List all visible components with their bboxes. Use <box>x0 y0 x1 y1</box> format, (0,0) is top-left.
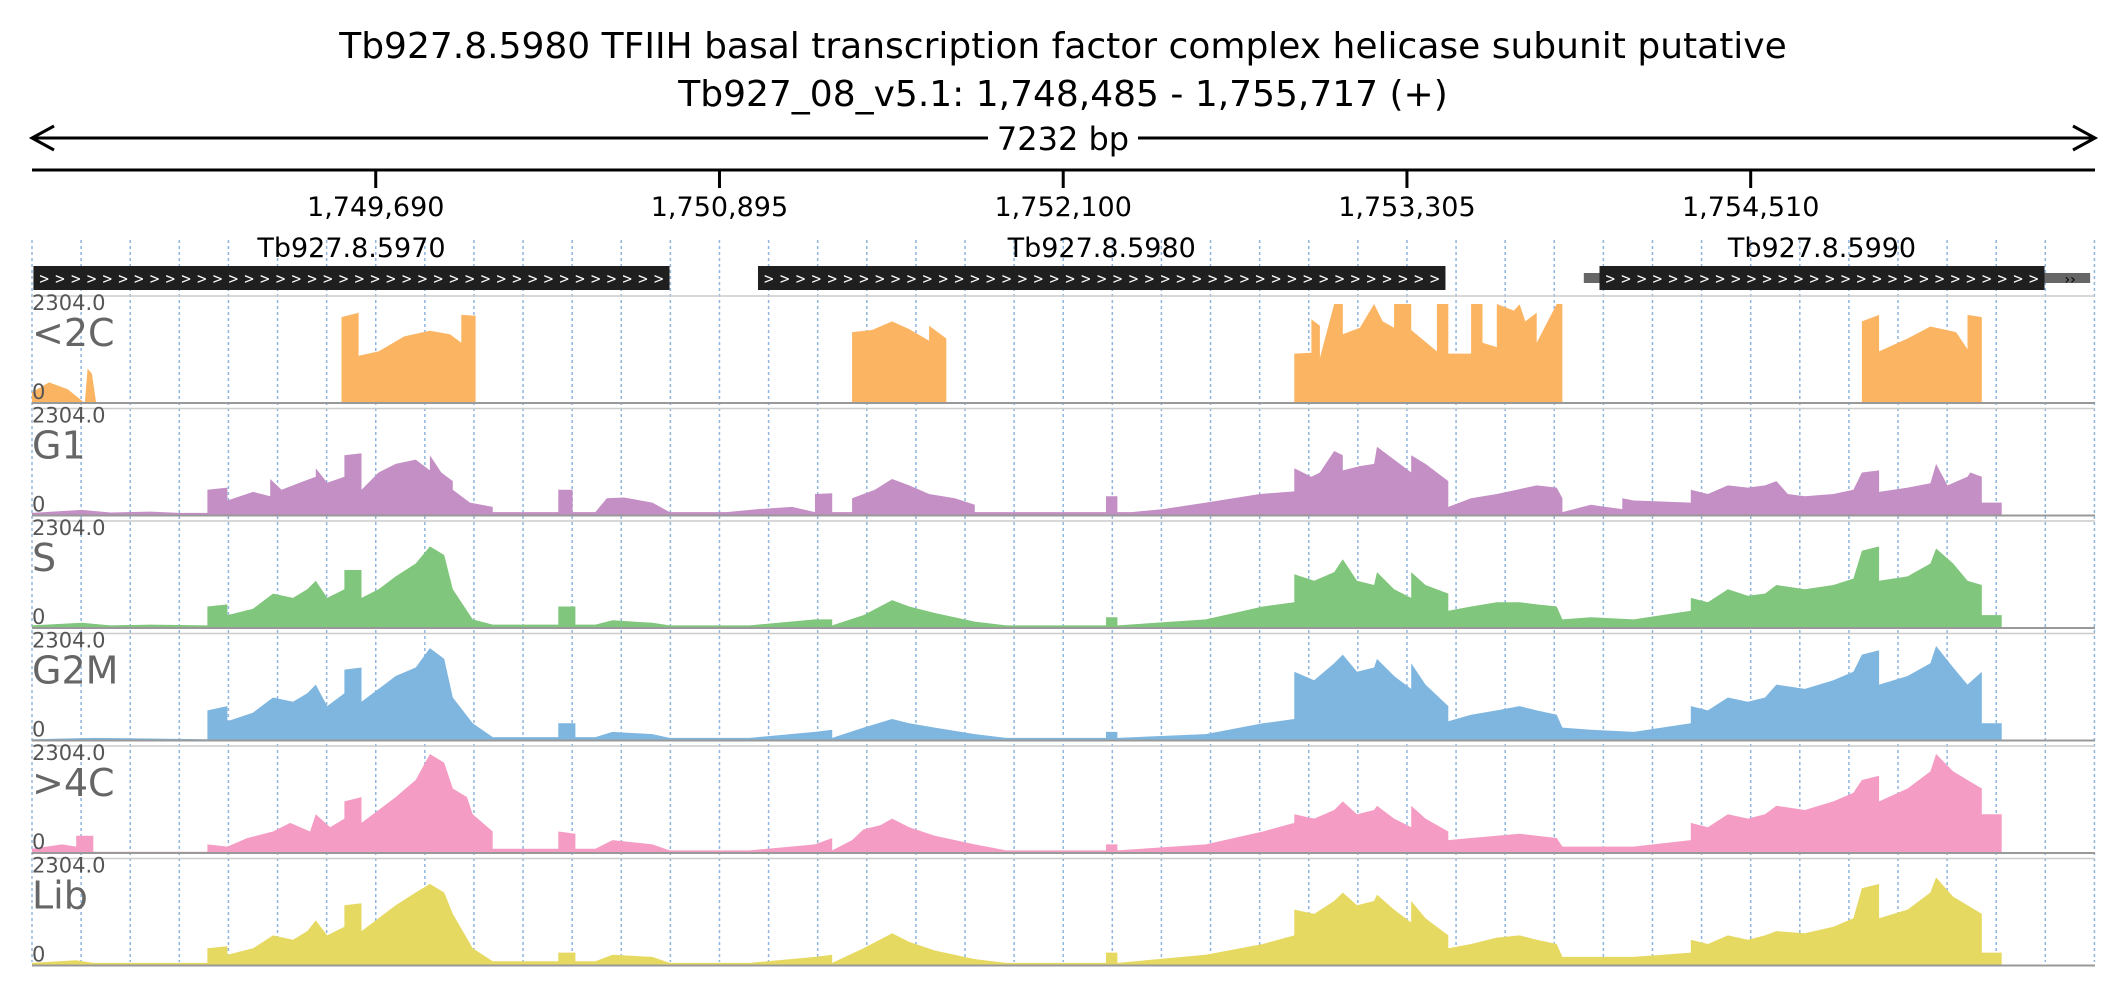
track-scale-min: 0 <box>32 605 45 629</box>
track-scale-max: 2304.0 <box>32 516 105 540</box>
gene-label: Tb927.8.5990 <box>1727 233 1916 264</box>
coverage-track: 2304.0 0 <2C <box>32 291 2095 404</box>
coverage-track: 2304.0 0 S <box>32 516 2095 629</box>
coverage-area <box>32 546 2002 628</box>
gene-utr-arrows: ›› <box>2065 272 2076 288</box>
coverage-area <box>32 754 2002 853</box>
ruler-tick-label: 1,753,305 <box>1338 192 1475 223</box>
span-indicator: 7232 bp <box>28 118 2099 158</box>
track-scale-min: 0 <box>32 943 45 967</box>
coverage-track: 2304.0 0 >4C <box>32 741 2095 854</box>
figure-location: Tb927_08_v5.1: 1,748,485 - 1,755,717 (+) <box>677 74 1448 115</box>
span-arrow-left <box>28 124 55 152</box>
gene-body <box>757 266 1446 290</box>
gene-label: Tb927.8.5980 <box>1007 233 1196 264</box>
track-label: G1 <box>32 424 86 468</box>
track-scale-min: 0 <box>32 830 45 854</box>
ruler-tick-label: 1,750,895 <box>651 192 788 223</box>
track-scale-max: 2304.0 <box>32 404 105 428</box>
coverage-track: 2304.0 0 G1 <box>32 404 2095 517</box>
ruler-tick-label: 1,749,690 <box>307 192 444 223</box>
track-label: G2M <box>32 649 118 693</box>
track-label: Lib <box>32 874 88 918</box>
coverage-track: 2304.0 0 G2M <box>32 629 2095 742</box>
track-scale-max: 2304.0 <box>32 291 105 315</box>
figure-title: Tb927.8.5980 TFIIH basal transcription f… <box>338 26 1787 67</box>
track-scale-max: 2304.0 <box>32 629 105 653</box>
ruler-tick-label: 1,754,510 <box>1682 192 1819 223</box>
gene-strand-arrows: >>>>>>>>>>>>>>>>>>>>>>>>>>>>>>>>>>>>>>>>… <box>764 269 1439 288</box>
track-scale-max: 2304.0 <box>32 854 105 878</box>
coverage-area <box>32 304 1982 403</box>
track-label: S <box>32 536 56 580</box>
span-label: 7232 bp <box>997 120 1129 158</box>
span-label-bg <box>988 118 1138 158</box>
coverage-area <box>32 877 2002 966</box>
coverage-area <box>32 646 2002 741</box>
gene-body <box>1599 266 2045 290</box>
coverage-track: 2304.0 0 Lib <box>32 854 2095 967</box>
track-scale-min: 0 <box>32 380 45 404</box>
gene-body <box>33 266 670 290</box>
coordinate-ruler: 1,749,690 1,750,895 1,752,100 1,753,305 1,75… <box>32 168 2095 223</box>
track-scale-max: 2304.0 <box>32 741 105 765</box>
track-label: <2C <box>32 311 115 355</box>
gene-track: >>>>>>>>>>>>>>>>>>>>>>>>>>>>>>>>>>>>>>>>… <box>33 233 2091 290</box>
ruler-tick-label: 1,752,100 <box>995 192 1132 223</box>
track-scale-min: 0 <box>32 493 45 517</box>
track-scale-min: 0 <box>32 718 45 742</box>
track-label: >4C <box>32 761 115 805</box>
span-arrow-right <box>2072 124 2099 152</box>
gene-label: Tb927.8.5970 <box>256 233 445 264</box>
coverage-tracks: 2304.00<2C2304.00G12304.00S2304.00G2M230… <box>32 291 2095 967</box>
coverage-area <box>32 446 2002 516</box>
